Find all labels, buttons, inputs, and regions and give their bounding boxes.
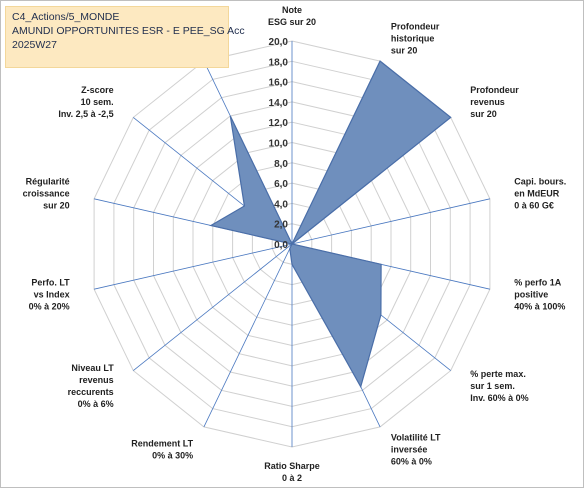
axis-label-6-line-0: Volatilité LT [391, 432, 441, 442]
axis-label-11: Régularité croissance sur 20 [23, 176, 70, 210]
axis-label-0: Note ESG sur 20 [268, 5, 316, 27]
axis-label-1-line-1: historique [391, 34, 435, 44]
axis-label-9-line-3: 0% à 6% [78, 399, 114, 409]
axis-label-12: Z-score 10 sem. Inv. 2,5 à -2,5 [58, 85, 113, 119]
axis-label-7: Ratio Sharpe 0 à 2 [264, 461, 320, 483]
axis-label-11-line-1: croissance [23, 188, 70, 198]
tick-label-5: 10,0 [269, 139, 289, 150]
axis-label-2-line-0: Profondeur [470, 85, 519, 95]
axis-label-8: Rendement LT 0% à 30% [131, 438, 193, 460]
axis-label-1: Profondeur historique sur 20 [391, 22, 440, 56]
axis-label-5-line-1: sur 1 sem. [470, 381, 515, 391]
axis-label-11-line-0: Régularité [26, 176, 70, 186]
axis-label-6: Volatilité LT inversée 60% à 0% [391, 432, 441, 466]
axis-label-8-line-1: 0% à 30% [152, 450, 193, 460]
axis-label-7-line-1: 0 à 2 [282, 473, 302, 483]
axis-label-12-line-1: 10 sem. [81, 97, 114, 107]
axis-label-0-line-1: ESG sur 20 [268, 17, 316, 27]
axis-label-9-line-2: reccurents [68, 387, 114, 397]
axis-label-10: Perfo. LT vs Index 0% à 20% [29, 278, 71, 312]
tick-label-0: 0,0 [274, 240, 288, 251]
axis-label-1-line-2: sur 20 [391, 46, 418, 56]
tick-label-8: 16,0 [269, 78, 289, 89]
axis-label-2-line-2: sur 20 [470, 109, 497, 119]
axis-label-5-line-2: Inv. 60% à 0% [470, 393, 528, 403]
axis-label-10-line-1: vs Index [34, 290, 70, 300]
title-line-week: 2025W27 [12, 39, 57, 51]
axis-label-9-line-1: revenus [79, 375, 114, 385]
tick-label-3: 6,0 [274, 179, 288, 190]
axis-label-2-line-1: revenus [470, 97, 505, 107]
axis-label-2: Profondeur revenus sur 20 [470, 85, 519, 119]
axis-label-6-line-1: inversée [391, 444, 428, 454]
axis-label-4-line-0: % perfo 1A [514, 278, 562, 288]
axis-label-5-line-0: % perte max. [470, 369, 526, 379]
title-line-fund-name: AMUNDI OPPORTUNITES ESR - E PEE_SG Acc [12, 25, 245, 37]
axis-label-11-line-2: sur 20 [43, 200, 70, 210]
axis-label-9-line-0: Niveau LT [71, 363, 114, 373]
axis-label-4-line-2: 40% à 100% [514, 302, 565, 312]
axis-label-5: % perte max. sur 1 sem. Inv. 60% à 0% [470, 369, 528, 403]
axis-label-3-line-1: en MdEUR [514, 188, 560, 198]
spoke-8 [203, 243, 293, 428]
axis-label-6-line-2: 60% à 0% [391, 456, 432, 466]
tick-label-4: 8,0 [274, 159, 288, 170]
axis-label-4: % perfo 1A positive 40% à 100% [514, 278, 565, 312]
tick-label-2: 4,0 [274, 199, 288, 210]
data-area [209, 60, 452, 389]
chart-title-box: C4_Actions/5_MONDE AMUNDI OPPORTUNITES E… [5, 6, 245, 68]
tick-label-9: 18,0 [269, 57, 289, 68]
axis-label-10-line-0: Perfo. LT [31, 278, 70, 288]
axis-label-3-line-2: 0 à 60 G€ [514, 200, 554, 210]
spoke-9 [133, 243, 293, 371]
axis-label-10-line-2: 0% à 20% [29, 302, 70, 312]
title-line-category: C4_Actions/5_MONDE [12, 11, 120, 23]
axis-label-12-line-0: Z-score [81, 85, 114, 95]
axis-label-3-line-0: Capi. bours. [514, 176, 566, 186]
tick-label-6: 12,0 [269, 118, 289, 129]
axis-label-9: Niveau LT revenus reccurents 0% à 6% [68, 363, 115, 409]
tick-label-7: 14,0 [269, 98, 289, 109]
tick-label-1: 2,0 [274, 220, 288, 231]
spoke-3 [291, 198, 490, 245]
axis-label-4-line-1: positive [514, 290, 548, 300]
axis-label-12-line-2: Inv. 2,5 à -2,5 [58, 109, 113, 119]
axis-label-8-line-0: Rendement LT [131, 438, 193, 448]
axis-label-3: Capi. bours. en MdEUR 0 à 60 G€ [514, 176, 566, 210]
axis-label-1-line-0: Profondeur [391, 22, 440, 32]
axis-label-0-line-0: Note [282, 5, 302, 15]
tick-label-10: 20,0 [269, 37, 289, 48]
spoke-10 [94, 243, 293, 290]
axis-label-7-line-0: Ratio Sharpe [264, 461, 320, 471]
